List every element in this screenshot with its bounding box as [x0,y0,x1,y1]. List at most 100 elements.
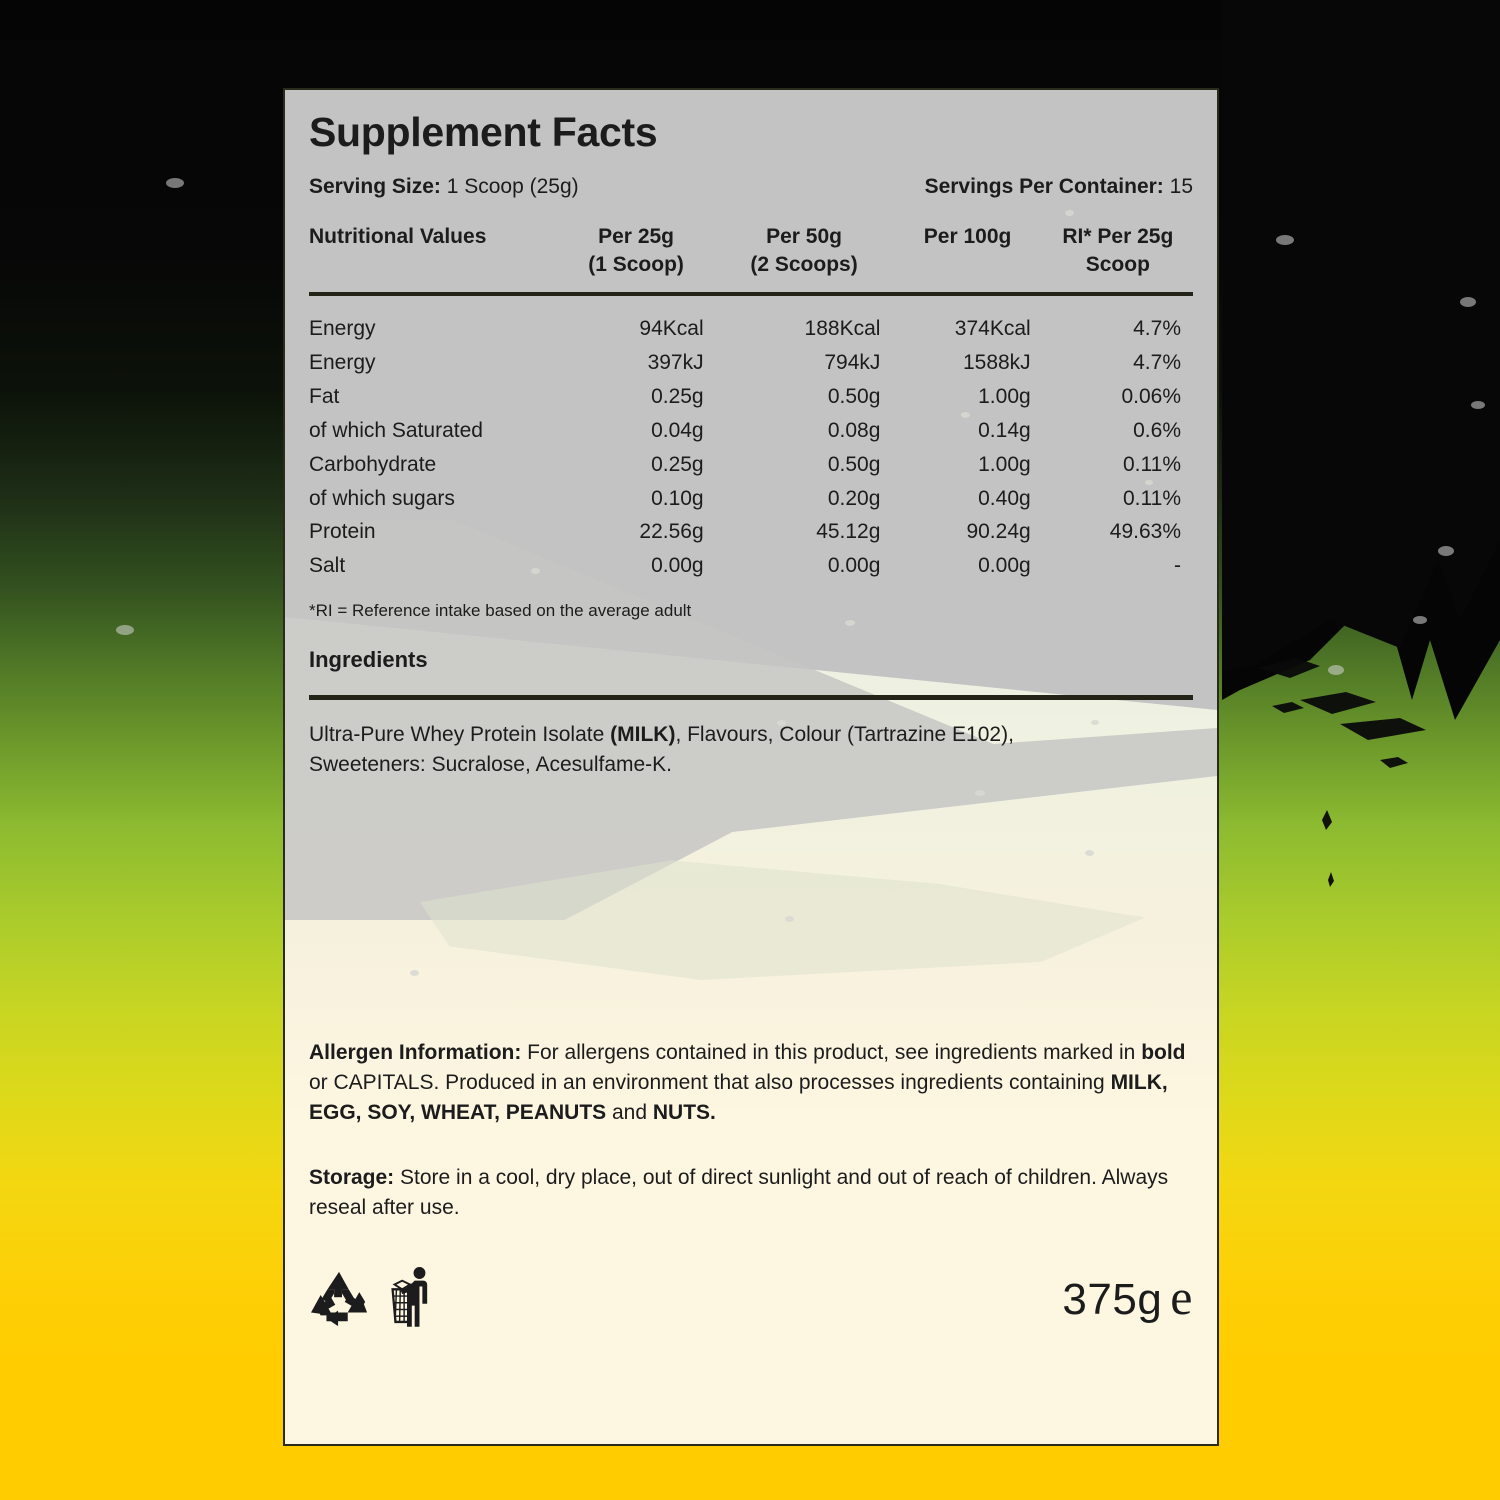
servings-per-container: Servings Per Container: 15 [925,175,1193,199]
row-label: Protein [309,520,376,544]
mobius-recycling-loop-icon [311,1271,368,1326]
table-row: Energy 397kJ 794kJ 1588kJ 4.7% [309,346,1193,380]
cell-per-25g: 0.04g [651,418,704,442]
table-row: of which sugars 0.10g 0.20g 0.40g 0.11% [309,482,1193,516]
ingredients-line1-pre: Ultra-Pure Whey Protein Isolate [309,722,611,746]
cell-ri: - [1174,554,1181,578]
column-header-per-100g: Per 100g [892,223,1042,282]
speck [1085,850,1094,856]
cell-per-50g: 0.00g [827,554,881,578]
cell-ri: 4.7% [1133,317,1181,341]
cell-ri: 4.7% [1133,351,1181,375]
row-label: Energy [309,317,376,341]
column-header-per-50g: Per 50g (2 Scoops) [716,223,893,282]
serving-size-value: 1 Scoop (25g) [446,175,579,198]
ingredients-text: Ultra-Pure Whey Protein Isolate (MILK), … [309,720,1193,780]
cell-per-100g: 1.00g [978,452,1031,476]
column-header-subtext: Scoop [1085,252,1150,276]
ingredients-line1-post: , Flavours, Colour (Tartrazine E102), [675,722,1014,746]
cell-ri: 0.11% [1123,452,1181,476]
cell-per-25g: 22.56g [639,520,704,544]
cell-per-25g: 0.25g [651,452,704,476]
cell-per-50g: 0.20g [827,486,881,510]
column-header-text: Per 100g [923,225,1012,248]
column-header-text: Nutritional Values [309,225,487,248]
column-header-nutritional-values: Nutritional Values [309,223,557,282]
speck [1065,210,1074,216]
ingredients-line2: Sweeteners: Sucralose, Acesulfame-K. [309,752,673,776]
ingredients-heading: Ingredients [309,646,428,672]
cell-per-50g: 45.12g [816,520,881,544]
cell-per-100g: 90.24g [966,520,1031,544]
serving-size: Serving Size: 1 Scoop (25g) [309,175,579,199]
table-row: Energy 94Kcal 188Kcal 374Kcal 4.7% [309,312,1193,346]
speck [410,970,419,976]
page-title: Supplement Facts [309,109,658,155]
column-header-subtext: (2 Scoops) [750,252,858,276]
net-weight-mark: 375g e [1062,1268,1193,1326]
storage-heading: Storage: [309,1165,395,1189]
cell-per-50g: 0.08g [827,418,881,442]
servings-per-container-label: Servings Per Container: [924,175,1164,198]
tidyman-bin-it-icon [391,1266,428,1327]
allergen-information: Allergen Information: For allergens cont… [309,1038,1193,1129]
table-header-row: Nutritional Values Per 25g (1 Scoop) Per… [309,223,1193,282]
table-row: Salt 0.00g 0.00g 0.00g - [309,549,1193,583]
cell-per-50g: 188Kcal [804,317,881,341]
speck [845,620,855,626]
cell-ri: 0.6% [1133,418,1181,442]
ingredients-divider [309,694,1193,700]
table-row: Protein 22.56g 45.12g 90.24g 49.63% [309,515,1193,549]
column-header-subtext: (1 Scoop) [588,252,684,276]
serving-summary-row: Serving Size: 1 Scoop (25g) Servings Per… [309,175,1193,199]
allergen-nuts: NUTS. [652,1101,716,1125]
ingredients-allergen-milk: (MILK) [610,722,676,746]
cell-ri: 0.11% [1123,486,1181,510]
header-divider [309,282,1193,297]
column-header-text: RI* Per 25g [1062,225,1174,248]
nutrition-facts-table: Nutritional Values Per 25g (1 Scoop) Per… [309,223,1193,583]
table-row: Fat 0.25g 0.50g 1.00g 0.06% [309,380,1193,414]
speck [1145,480,1153,485]
column-header-text: Per 25g [598,225,675,248]
storage-information: Storage: Store in a cool, dry place, out… [309,1163,1193,1224]
cell-per-25g: 0.25g [651,385,704,409]
speck [975,790,985,796]
row-label: Fat [309,385,340,409]
table-row: of which Saturated 0.04g 0.08g 0.14g 0.6… [309,414,1193,448]
cell-ri: 49.63% [1109,520,1181,544]
speck [785,916,794,922]
allergen-list: MILK, EGG, SOY, WHEAT, PEANUTS [309,1071,1168,1125]
cell-per-100g: 374Kcal [954,317,1031,341]
cell-per-25g: 0.10g [651,486,704,510]
supplement-label-card: Supplement Facts Serving Size: 1 Scoop (… [283,88,1219,1446]
table-spacer-row [309,294,1193,312]
estimated-sign-icon: e [1170,1268,1193,1325]
allergen-part3: and [606,1101,653,1125]
cell-per-100g: 0.40g [978,486,1031,510]
storage-body: Store in a cool, dry place, out of direc… [309,1165,1169,1220]
cell-per-100g: 1.00g [978,385,1031,409]
row-label: of which Saturated [309,418,483,442]
row-label: Carbohydrate [309,452,437,476]
allergen-bold-bold: bold [1141,1040,1186,1064]
speck [961,412,970,418]
nutrition-rows: Energy 94Kcal 188Kcal 374Kcal 4.7% Energ… [309,294,1193,583]
cell-per-25g: 397kJ [647,351,704,375]
cell-per-25g: 0.00g [651,554,704,578]
cell-per-25g: 94Kcal [639,317,704,341]
row-label: Salt [309,554,346,578]
column-header-text: Per 50g [766,225,842,248]
allergen-heading: Allergen Information: [309,1040,522,1064]
cell-per-100g: 0.00g [978,554,1031,578]
ri-footnote: *RI = Reference intake based on the aver… [309,600,692,620]
net-weight-value: 375g [1062,1274,1163,1324]
allergen-part1: For allergens contained in this product,… [521,1040,1142,1064]
column-header-ri-per-25g: RI* Per 25g Scoop [1043,223,1193,282]
label-footer: 375g e [309,1266,1193,1328]
row-label: Energy [309,351,376,375]
speck [777,720,786,726]
cell-per-50g: 0.50g [827,385,881,409]
